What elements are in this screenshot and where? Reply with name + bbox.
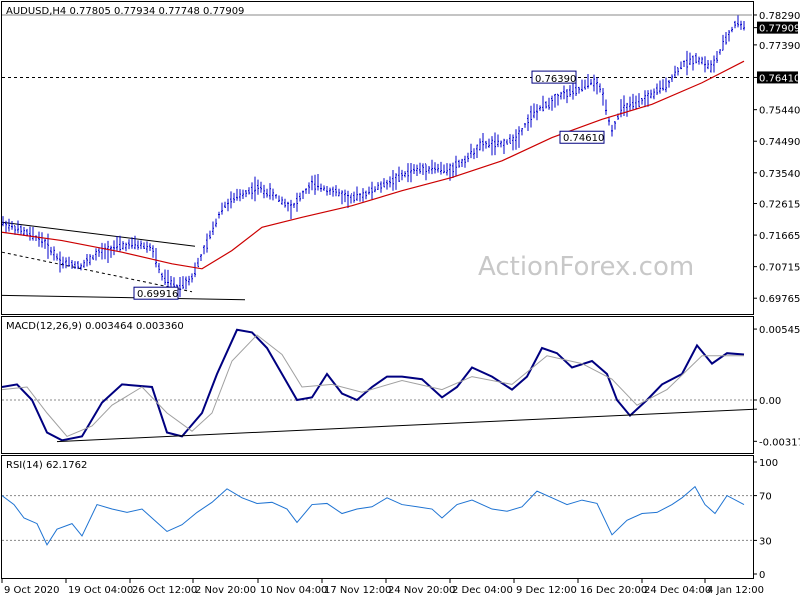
x-tick-label: 2 Dec 04:00 (452, 585, 513, 596)
price-y-tick-label: 0.71665 (759, 231, 800, 242)
x-tick-label: 9 Oct 2020 (4, 585, 59, 596)
price-annotation-box (559, 130, 605, 144)
rsi-panel-frame (1, 455, 754, 579)
x-tick-label: 2 Nov 20:00 (195, 585, 256, 596)
axis-layer: 0.78290 0.77909 0.77390 0.76410 0.75440 0.744… (1, 11, 800, 596)
price-y-tick-label: 0.77390 (759, 41, 800, 52)
x-tick-label: 4 Jan 12:00 (707, 585, 764, 596)
price-annotation-label: 0.74610 (563, 133, 604, 144)
macd-layer (1, 328, 758, 443)
x-tick-label: 9 Dec 12:00 (516, 585, 577, 596)
price-annotation-1: 0.76390 (531, 70, 577, 85)
rsi-y-tick-label: 70 (759, 492, 772, 503)
rsi-y-tick-label: 100 (759, 458, 778, 469)
x-tick-label: 16 Dec 20:00 (580, 585, 647, 596)
price-y-tick-label: 0.69765 (759, 294, 800, 305)
macd-panel-title: MACD(12,26,9) 0.003464 0.003360 (6, 321, 184, 332)
macd-panel-frame (1, 316, 754, 454)
price-panel-frame (1, 1, 754, 315)
price-tag-bg (757, 21, 798, 34)
macd-y-tick-label: 0.005456 (759, 325, 800, 336)
price-y-tick-label: 0.73540 (759, 169, 800, 180)
price-layer: 0.69916 0.76390 0.74610 (1, 14, 752, 301)
price-y-tick-label: 0.74490 (759, 137, 800, 148)
rsi-line (1, 485, 745, 546)
x-tick-label: 26 Oct 12:00 (132, 585, 197, 596)
moving-average-line (1, 60, 745, 270)
macd-trendline (56, 408, 758, 443)
macd-y-tick-label: 0.00 (759, 396, 781, 407)
price-annotation-box (531, 70, 577, 84)
price-y-tick-label: 0.76410 (759, 73, 800, 84)
trendline-1 (1, 251, 193, 293)
rsi-y-tick-label: 30 (759, 536, 772, 547)
x-tick-label: 10 Nov 04:00 (260, 585, 327, 596)
x-tick-label: 17 Nov 12:00 (324, 585, 391, 596)
x-tick-label: 19 Oct 04:00 (68, 585, 133, 596)
price-tag-bg (757, 71, 798, 84)
macd-line (1, 328, 745, 442)
macd-y-tick-label: -0.003178 (759, 437, 800, 448)
watermark: ActionForex.com (478, 252, 694, 282)
price-annotation-label: 0.69916 (137, 289, 178, 300)
x-tick-label: 24 Dec 04:00 (644, 585, 711, 596)
trendline-2 (1, 294, 246, 301)
price-panel-title: AUDUSD,H4 0.77805 0.77934 0.77748 0.7790… (6, 6, 244, 17)
price-y-tick-label: 0.72615 (759, 200, 800, 211)
trendline-0 (1, 221, 196, 247)
candles (2, 15, 745, 298)
price-annotation-box (133, 286, 179, 300)
rsi-layer (1, 485, 752, 546)
rsi-panel-title: RSI(14) 62.1762 (6, 460, 87, 471)
macd-signal-line (1, 334, 744, 438)
x-tick-label: 24 Nov 20:00 (388, 585, 455, 596)
price-y-tick-label: 0.77909 (759, 24, 800, 35)
price-annotation-2: 0.74610 (559, 130, 605, 144)
price-y-tick-label: 0.75440 (759, 106, 800, 117)
price-y-tick-label: 0.78290 (759, 11, 800, 22)
price-annotation-label: 0.76390 (535, 74, 576, 85)
price-y-tick-label: 0.70715 (759, 263, 800, 274)
rsi-y-tick-label: 0 (759, 570, 765, 581)
price-annotation-0: 0.69916 (133, 286, 179, 300)
